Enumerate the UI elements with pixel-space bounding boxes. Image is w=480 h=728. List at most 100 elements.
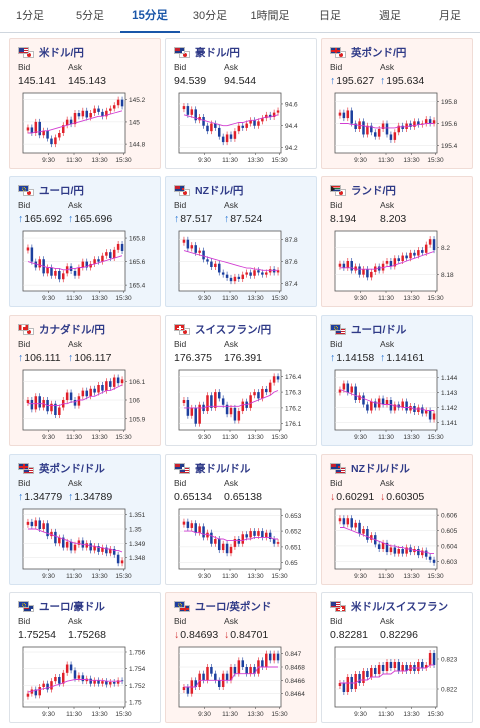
- candle: [342, 518, 346, 525]
- candle: [65, 392, 69, 400]
- mini-candlestick-chart[interactable]: 0.823 0.822 9:30 11:30 13:30 15:30: [333, 643, 463, 720]
- currency-card[interactable]: スイスフラン/円 Bid Ask 176.375 176.391 176.4 176.3 17…: [165, 315, 317, 446]
- pair-name-link[interactable]: NZドル/円: [195, 184, 244, 197]
- y-tick-label: 0.605: [441, 528, 458, 535]
- mini-candlestick-chart[interactable]: 0.653 0.652 0.651 0.65 9:30 11:30 13:30 15:30: [177, 505, 307, 582]
- bid-value: 106.111: [24, 352, 61, 364]
- pair-name-link[interactable]: ユーロ/豪ドル: [39, 600, 105, 613]
- tab-7[interactable]: 月足: [439, 10, 461, 22]
- mini-candlestick-chart[interactable]: 1.351 1.35 1.349 1.348 9:30 11:30 13:30 15:30: [21, 505, 151, 582]
- candle: [229, 407, 233, 415]
- moving-average-line: [183, 250, 278, 271]
- mini-candlestick-chart[interactable]: 0.847 0.8468 0.8466 0.8464 9:30 11:30 13:30 15:…: [177, 643, 307, 720]
- mini-candlestick-chart[interactable]: 176.4 176.3 176.2 176.1 9:30 11:30 13:30 15:30: [177, 366, 307, 443]
- candle: [202, 117, 205, 126]
- candle: [385, 261, 389, 264]
- mini-candlestick-chart[interactable]: 195.8 195.6 195.4 9:30 11:30 13:30 15:30: [333, 89, 463, 166]
- candle: [221, 136, 225, 143]
- pair-name-link[interactable]: 英ポンド/ドル: [39, 462, 105, 475]
- currency-card[interactable]: 豪ドル/円 Bid Ask 94.539 94.544 94.6 94.4 94.2 9:30 1…: [165, 38, 317, 169]
- candle: [89, 113, 92, 118]
- candle: [50, 681, 53, 690]
- candle: [370, 271, 373, 278]
- tab-5[interactable]: 日足: [319, 10, 341, 22]
- mini-candlestick-chart[interactable]: 94.6 94.4 94.2 9:30 11:30 13:30 15:30: [177, 89, 307, 166]
- candle: [38, 687, 41, 696]
- candle: [93, 680, 96, 684]
- currency-card[interactable]: ユーロ/ドル Bid Ask ↑1.14158 ↑1.14161 1.144 1.143 1.…: [321, 315, 473, 446]
- bid-price: 0.65134: [174, 491, 212, 503]
- candle: [190, 523, 194, 528]
- candle: [229, 546, 233, 554]
- currency-card[interactable]: ユーロ/円 Bid Ask ↑165.692 ↑165.696 165.8 165.6 165…: [9, 176, 161, 307]
- chart-svg: 0.823 0.822 9:30 11:30 13:30 15:30: [334, 646, 458, 718]
- tab-2[interactable]: 15分足: [120, 0, 180, 33]
- mini-candlestick-chart[interactable]: 0.606 0.605 0.604 0.603 9:30 11:30 13:30 15:30: [333, 505, 463, 582]
- currency-card[interactable]: 英ポンド/ドル Bid Ask ↑1.34779 ↑1.34789 1.351 1.35 1.…: [9, 454, 161, 585]
- mini-candlestick-chart[interactable]: 8.2 8.18 9:30 11:30 13:30 15:30: [333, 227, 463, 304]
- ask-price: ↓0.60305: [380, 491, 424, 503]
- moving-average-line: [28, 110, 123, 134]
- currency-card[interactable]: ユーロ/豪ドル Bid Ask 1.75254 1.75268 1.756 1.754 1.7…: [9, 592, 161, 723]
- currency-card[interactable]: カナダドル/円 Bid Ask ↑106.111 ↑106.117 106.1 106 105…: [9, 315, 161, 446]
- mini-candlestick-chart[interactable]: 165.8 165.6 165.4 9:30 11:30 13:30 15:30: [21, 227, 151, 304]
- pair-name-link[interactable]: 米ドル/円: [39, 46, 84, 59]
- pair-name-link[interactable]: ユーロ/円: [39, 184, 84, 197]
- currency-card[interactable]: NZドル/ドル Bid Ask ↓0.60291 ↓0.60305 0.606 0.605 0…: [321, 454, 473, 585]
- candle: [97, 385, 100, 393]
- pair-name-link[interactable]: ランド/円: [351, 184, 396, 197]
- currency-card[interactable]: ユーロ/英ポンド Bid Ask ↓0.84693 ↓0.84701 0.847 0.846…: [165, 592, 317, 723]
- mini-candlestick-chart[interactable]: 87.8 87.6 87.4 9:30 11:30 13:30 15:30: [177, 227, 307, 304]
- currency-card[interactable]: 米ドル/スイスフラン Bid Ask 0.82281 0.82296 0.823 0.822…: [321, 592, 473, 723]
- candle: [409, 547, 412, 553]
- pair-name-link[interactable]: ユーロ/英ポンド: [195, 600, 272, 613]
- currency-card[interactable]: ランド/円 Bid Ask 8.194 8.203 8.2 8.18 9:30 11:30 13:…: [321, 176, 473, 307]
- currency-card[interactable]: 米ドル/円 Bid Ask 145.141 145.143 145.2 145 144.8 9:…: [9, 38, 161, 169]
- currency-card[interactable]: 豪ドル/ドル Bid Ask 0.65134 0.65138 0.653 0.652 0.65…: [165, 454, 317, 585]
- pair-name-link[interactable]: 豪ドル/円: [195, 46, 240, 59]
- candle: [89, 678, 92, 684]
- candle: [268, 269, 272, 273]
- currency-card[interactable]: NZドル/円 Bid Ask ↑87.517 ↑87.524 87.8 87.6 87.4 9:…: [165, 176, 317, 307]
- candle: [109, 682, 112, 685]
- y-tick-label: 0.652: [285, 529, 302, 536]
- x-tick-label: 11:30: [222, 295, 238, 302]
- ask-label: Ask: [380, 62, 395, 72]
- tab-3[interactable]: 30分足: [192, 10, 228, 22]
- candle: [46, 523, 49, 537]
- pair-name-link[interactable]: NZドル/ドル: [351, 462, 410, 475]
- bid-label: Bid: [174, 200, 187, 210]
- pair-name-link[interactable]: カナダドル/円: [39, 323, 105, 336]
- candle: [245, 667, 248, 674]
- arrow-up-icon: ↑: [18, 352, 24, 364]
- candle: [214, 123, 217, 128]
- pair-name-link[interactable]: 豪ドル/ドル: [195, 462, 251, 475]
- x-tick-label: 15:30: [271, 711, 288, 718]
- candle: [354, 674, 357, 689]
- ask-label: Ask: [224, 616, 239, 626]
- tab-6[interactable]: 週足: [379, 10, 401, 22]
- pair-name-link[interactable]: 米ドル/スイスフラン: [351, 600, 449, 613]
- pair-name-link[interactable]: 英ポンド/円: [351, 46, 407, 59]
- ask-label: Ask: [380, 478, 395, 488]
- tab-4[interactable]: 1時間足: [250, 10, 290, 22]
- candle: [109, 252, 112, 259]
- mini-candlestick-chart[interactable]: 1.756 1.754 1.752 1.75 9:30 11:30 13:30 15:30: [21, 643, 151, 720]
- candle: [182, 521, 186, 525]
- mini-candlestick-chart[interactable]: 145.2 145 144.8 9:30 11:30 13:30 15:30: [21, 89, 151, 166]
- candle: [261, 531, 264, 538]
- currency-card[interactable]: 英ポンド/円 Bid Ask ↑195.627 ↑195.634 195.8 195.6 19…: [321, 38, 473, 169]
- chart-svg: 94.6 94.4 94.2 9:30 11:30 13:30 15:30: [178, 92, 298, 164]
- mini-candlestick-chart[interactable]: 1.144 1.143 1.142 1.141 9:30 11:30 13:30 15:30: [333, 366, 463, 443]
- tab-0[interactable]: 1分足: [15, 10, 45, 22]
- tab-1[interactable]: 5分足: [75, 10, 105, 22]
- candle: [393, 662, 397, 668]
- pair-name-link[interactable]: ユーロ/ドル: [351, 323, 407, 336]
- pair-name-link[interactable]: スイスフラン/円: [195, 323, 272, 336]
- candle: [69, 392, 73, 400]
- card-header: 米ドル/円: [18, 45, 158, 59]
- candle: [272, 539, 276, 544]
- chart-svg: 0.606 0.605 0.604 0.603 9:30 11:30 13:30 15:30: [334, 508, 458, 580]
- card-header: 豪ドル/ドル: [174, 461, 314, 475]
- mini-candlestick-chart[interactable]: 106.1 106 105.9 9:30 11:30 13:30 15:30: [21, 366, 151, 443]
